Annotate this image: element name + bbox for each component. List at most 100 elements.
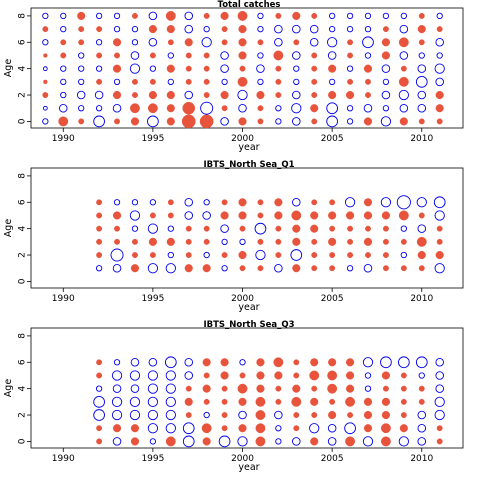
residual-bubble-negative [202,211,211,220]
residual-bubble-negative [275,105,282,112]
residual-bubble-negative [203,251,210,259]
residual-bubble-positive [398,37,409,48]
residual-bubble-negative [165,409,176,421]
residual-bubble-positive [148,237,157,246]
residual-bubble-positive [167,199,174,206]
y-tick-label: 2 [18,92,28,98]
residual-bubble-positive [184,38,193,47]
residual-bubble-positive [347,225,354,232]
residual-bubble-positive [311,238,318,245]
residual-bubble-positive [400,412,407,418]
y-tick-label: 2 [18,412,28,418]
residual-bubble-negative [78,65,85,72]
residual-bubble-positive [42,26,49,33]
residual-bubble-positive [202,264,211,273]
residual-bubble-positive [291,396,302,407]
residual-bubble-positive [96,212,103,219]
residual-bubble-negative [221,265,228,272]
residual-bubble-positive [382,265,389,272]
x-tick-label: 2005 [321,454,344,464]
y-tick-label: 8 [18,333,28,339]
residual-bubble-positive [274,371,283,380]
residual-bubble-positive [257,39,264,46]
residual-bubble-negative [201,37,212,48]
residual-bubble-negative [344,197,356,208]
residual-bubble-positive [166,237,175,246]
residual-bubble-negative [147,263,159,274]
residual-bubble-positive [275,65,282,72]
residual-bubble-positive [329,225,336,232]
residual-bubble-positive [363,410,373,420]
x-tick-label: 1995 [141,294,164,304]
residual-bubble-positive [96,225,103,232]
residual-bubble-positive [149,78,156,85]
y-tick-label: 4 [18,386,28,392]
residual-bubble-positive [238,397,247,406]
residual-bubble-negative [436,52,443,59]
residual-bubble-positive [184,397,193,406]
residual-bubble-positive [96,238,103,245]
residual-bubble-negative [112,263,122,273]
residual-bubble-positive [310,358,319,367]
residual-bubble-positive [238,424,247,433]
residual-bubble-positive [43,79,48,85]
residual-bubble-negative [275,425,282,432]
residual-bubble-positive [96,359,103,366]
residual-bubble-positive [418,385,425,392]
residual-bubble-negative [364,52,372,59]
residual-bubble-positive [382,385,389,392]
residual-bubble-negative [203,411,210,419]
x-tick-label: 1990 [52,454,75,464]
residual-bubble-negative [292,437,301,446]
residual-bubble-negative [112,384,122,393]
residual-bubble-positive [149,52,156,59]
residual-bubble-negative [346,12,354,20]
residual-bubble-positive [347,78,354,85]
residual-bubble-positive [148,90,157,100]
residual-bubble-positive [436,438,443,445]
residual-bubble-negative [130,384,140,393]
residual-bubble-negative [327,51,337,60]
residual-bubble-positive [255,423,266,434]
residual-bubble-negative [434,263,445,274]
x-tick-label: 2010 [410,134,433,144]
residual-bubble-positive [199,114,214,129]
residual-bubble-positive [132,92,138,98]
residual-bubble-positive [436,118,443,125]
residual-bubble-positive [239,225,246,232]
residual-bubble-positive [78,118,85,125]
residual-bubble-positive [257,199,264,206]
residual-bubble-positive [293,359,300,366]
residual-bubble-negative [435,384,444,393]
residual-bubble-negative [94,90,104,100]
x-tick-label: 2000 [231,454,254,464]
residual-bubble-negative [218,435,231,448]
residual-bubble-positive [221,385,228,392]
residual-bubble-positive [363,397,373,406]
residual-bubble-positive [166,64,175,73]
residual-bubble-positive [166,90,175,100]
residual-bubble-negative [78,105,85,112]
residual-bubble-positive [418,212,425,219]
residual-bubble-positive [114,238,120,245]
residual-bubble-negative [131,199,139,206]
residual-bubble-positive [310,211,319,220]
residual-bubble-negative [42,105,48,111]
residual-bubble-negative [415,356,428,369]
x-tick-label: 2010 [410,454,433,464]
residual-bubble-negative [95,65,103,72]
residual-bubble-positive [237,10,248,21]
residual-bubble-negative [238,103,247,113]
residual-bubble-negative [78,52,85,59]
residual-bubble-positive [96,52,103,59]
residual-bubble-positive [202,437,211,446]
residual-bubble-negative [363,103,373,113]
residual-bubble-positive [310,397,319,406]
residual-bubble-negative [292,198,301,207]
residual-bubble-positive [203,398,210,405]
residual-bubble-negative [147,396,159,407]
residual-bubble-negative [237,89,248,101]
residual-bubble-negative [149,199,157,206]
residual-bubble-positive [167,39,174,46]
residual-bubble-negative [382,12,390,20]
